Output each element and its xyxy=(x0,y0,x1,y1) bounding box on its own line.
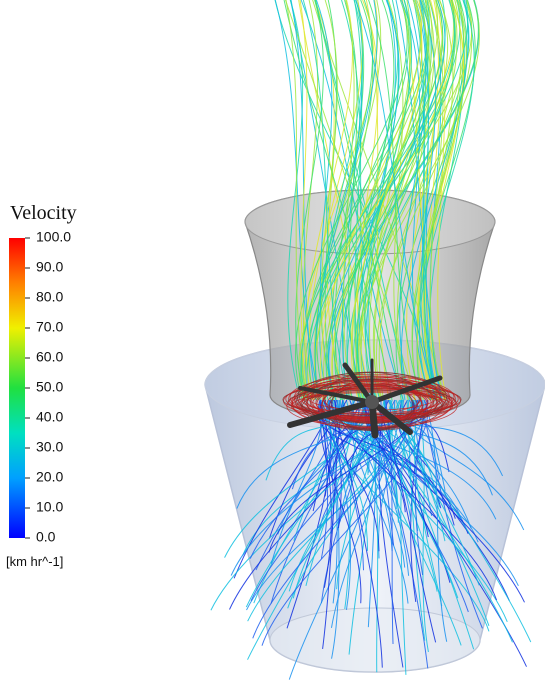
legend-title: Velocity xyxy=(10,202,77,224)
legend-unit: [km hr^-1] xyxy=(6,554,63,569)
tick-label: 80.0 xyxy=(36,289,63,305)
tick-label: 60.0 xyxy=(36,349,63,365)
tick-label: 90.0 xyxy=(36,259,63,275)
scene: Velocity 100.0 90.0 80.0 70.0 60.0 50.0 40.0 30… xyxy=(0,0,545,692)
tick-label: 40.0 xyxy=(36,409,63,425)
tick-label: 20.0 xyxy=(36,469,63,485)
page: Velocity 100.0 90.0 80.0 70.0 60.0 50.0 40.0 30… xyxy=(0,0,545,692)
legend-ticks: 100.0 90.0 80.0 70.0 60.0 50.0 40.0 30.0 20.0 10.… xyxy=(25,229,71,545)
colorbar xyxy=(9,238,25,538)
tick-label: 10.0 xyxy=(36,499,63,515)
tick-label: 30.0 xyxy=(36,439,63,455)
legend: Velocity 100.0 90.0 80.0 70.0 60.0 50.0 40.0 30… xyxy=(6,202,77,569)
tick-label: 100.0 xyxy=(36,229,71,245)
tick-label: 0.0 xyxy=(36,529,56,545)
tick-label: 50.0 xyxy=(36,379,63,395)
tick-label: 70.0 xyxy=(36,319,63,335)
